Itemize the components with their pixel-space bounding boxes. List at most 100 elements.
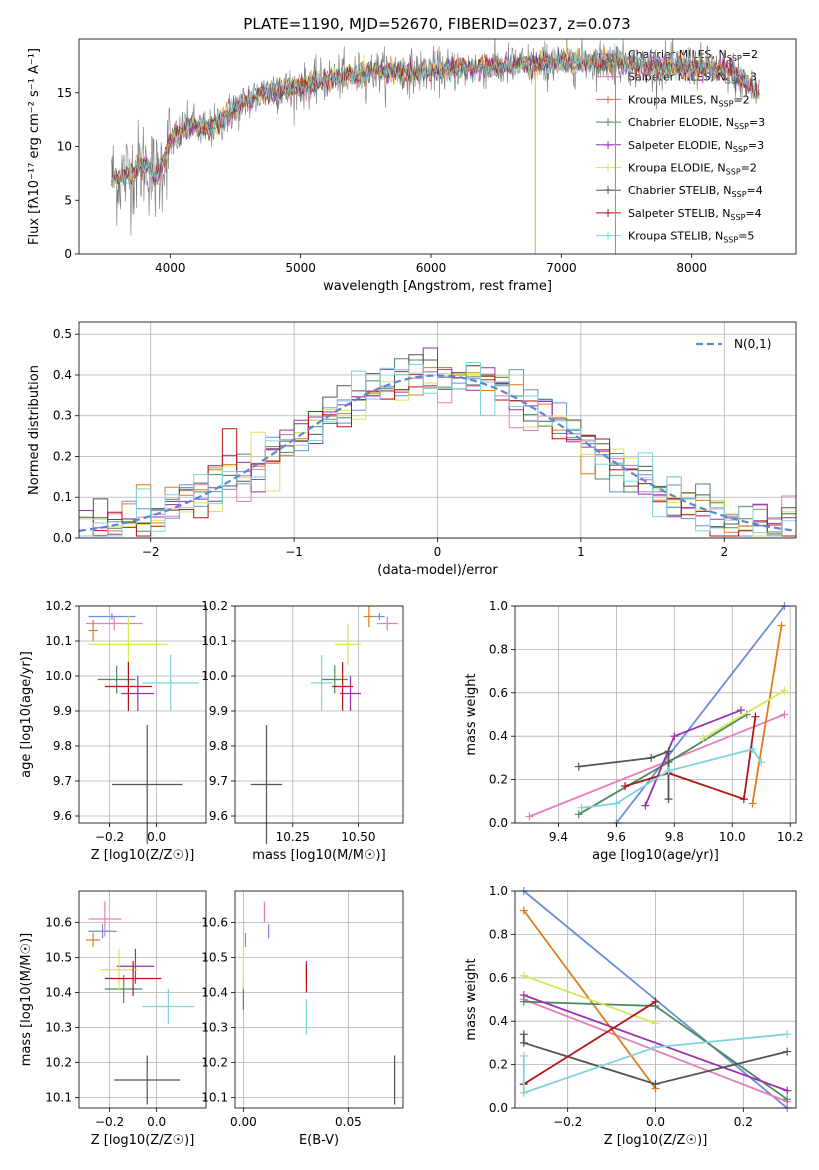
x-tick-label: 0 [434,545,442,559]
legend-text: Chabrier STELIB, N [628,184,732,197]
y-axis-label: mass weight [464,673,479,755]
y-axis-label: Normed distribution [27,365,42,495]
y-tick-label: 10.5 [45,951,72,965]
errorbar-point [97,665,136,694]
axes-frame [78,321,797,539]
y-tick-label: 0.0 [489,1101,508,1115]
legend-marker: + [603,70,613,84]
y-tick-label: 0.2 [489,1058,508,1072]
chart-age_vs_Z: −0.2 0.0 9.6 9.7 9.8 9.9 10.0 10.1 10.2 Z [log10(… [19,599,207,863]
errorbar-point [142,655,199,711]
weight-marker [577,803,586,812]
x-tick-label: 9.8 [665,830,684,844]
y-tick-label: 10.2 [201,599,228,613]
plot-area [111,39,760,254]
y-tick-label: 10.0 [201,669,228,683]
legend-marker: + [603,183,613,197]
x-tick-label: 9.4 [549,830,568,844]
errorbar-point [88,901,122,937]
weight-line [523,994,788,1092]
x-tick-label: 8000 [676,261,707,275]
legend-label: Chabrier ELODIE, NSSP=3 [628,116,765,131]
y-tick-label: 0.8 [489,642,508,656]
legend-sub: SSP [727,54,742,63]
errorbar-point [104,662,152,711]
legend-text: Chabrier ELODIE, N [628,116,734,129]
weight-marker [525,812,534,821]
chart-residuals: −2 −1 0 1 2 0.0 0.1 0.2 0.3 0.4 0.5 (data-model)/er… [27,321,797,578]
weight-marker [670,732,679,741]
plot-area [86,613,199,844]
y-tick-label: 10.2 [45,1056,72,1070]
weight-marker [651,1019,660,1028]
legend-sub: SSP [726,168,741,177]
errorbar-point [100,948,138,991]
y-tick-label: 10.5 [201,951,228,965]
weight-marker [519,1051,528,1060]
y-tick-label: 9.7 [53,774,72,788]
x-tick-label: 6000 [416,261,447,275]
x-axis-label: Z [log10(Z/Z☉)] [91,848,195,863]
weight-marker [664,747,673,756]
reference-legend-label: N(0,1) [734,337,771,351]
errorbar-point [104,961,162,996]
y-tick-label: 1.0 [489,884,508,898]
weight-marker [783,1086,792,1095]
x-axis-label: (data-model)/error [377,563,498,578]
y-tick-label: 0.2 [53,449,72,463]
y-tick-label: 0.4 [489,729,508,743]
weight-marker [647,753,656,762]
legend-count: =2 [741,162,757,175]
y-tick-label: 10.1 [201,1091,228,1105]
model-spectrum [111,50,760,185]
weight-marker [783,1095,792,1104]
weight-marker [574,810,583,819]
y-tick-label: 0.4 [489,1014,508,1028]
x-tick-label: 10.0 [719,830,746,844]
legend-text: Kroupa ELODIE, N [628,162,726,175]
x-tick-label: 0.00 [230,1115,257,1129]
legend-sub: SSP [734,122,749,131]
weight-marker [519,1038,528,1047]
weight-marker [780,710,789,719]
x-axis-label: Z [log10(Z/Z☉)] [604,1133,708,1148]
x-tick-label: 2 [720,545,728,559]
legend-marker: + [603,206,613,220]
weight-marker [651,997,660,1006]
y-tick-label: 1.0 [489,599,508,613]
y-tick-label: 0.3 [53,409,72,423]
axes-frame [78,605,207,824]
errorbar-point [334,623,361,666]
y-tick-label: 10.6 [201,916,228,930]
x-tick-label: 10.25 [276,830,310,844]
axes-frame [234,890,404,1109]
x-tick-label: −0.2 [95,830,124,844]
errorbar-point [250,725,283,844]
errorbar-point [88,924,117,939]
y-tick-label: 0.1 [53,490,72,504]
errorbar-point [332,662,354,711]
x-tick-label: 0.0 [147,1115,166,1129]
legend-sub: SSP [718,99,733,108]
weight-line [529,713,785,818]
plot-area [242,901,396,1105]
legend-sub: SSP [730,213,745,222]
x-axis-label: wavelength [Angstrom, rest frame] [323,279,552,294]
figure-title: PLATE=1190, MJD=52670, FIBERID=0237, z=0… [243,15,630,33]
legend-marker: + [603,229,613,243]
x-tick-label: 5000 [285,261,316,275]
weight-line [615,605,786,824]
x-tick-label: −0.2 [553,1115,582,1129]
legend-count: =2 [733,93,749,106]
axes-frame [78,38,797,255]
grid [79,605,206,823]
chart-weight_vs_Z: −0.2 0.0 0.2 0.0 0.2 0.4 0.6 0.8 1.0 Z [log10(Z/Z… [464,884,797,1148]
chart-weight_vs_age: 9.4 9.6 9.8 10.0 10.2 0.0 0.2 0.4 0.6 0.8 1.0 age [… [464,599,804,863]
y-tick-label: 9.6 [53,809,72,823]
legend-count: =3 [749,116,765,129]
weight-marker [612,799,621,808]
x-axis-label: mass [log10(M/M☉)] [252,848,385,863]
legend-sub: SSP [733,145,748,154]
x-tick-label: 0.05 [335,1115,362,1129]
legend-count: =4 [747,184,763,197]
